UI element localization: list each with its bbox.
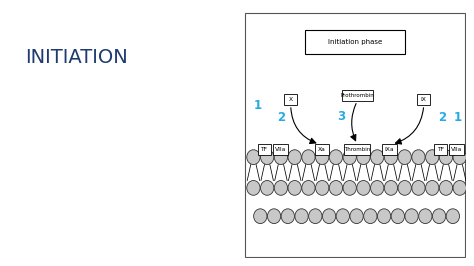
Circle shape xyxy=(350,209,363,223)
FancyBboxPatch shape xyxy=(305,30,405,54)
Circle shape xyxy=(432,209,446,223)
Circle shape xyxy=(398,150,411,164)
Circle shape xyxy=(274,150,288,164)
Text: Xa: Xa xyxy=(318,147,326,152)
FancyBboxPatch shape xyxy=(284,94,297,105)
Circle shape xyxy=(336,209,349,223)
Text: X: X xyxy=(289,97,293,102)
Text: · Tissue factor (TF) is the initiator: · Tissue factor (TF) is the initiator xyxy=(10,116,173,126)
Text: 2: 2 xyxy=(438,111,447,124)
Circle shape xyxy=(371,181,384,195)
Circle shape xyxy=(426,150,439,164)
Text: INITIATION: INITIATION xyxy=(25,48,128,67)
FancyBboxPatch shape xyxy=(417,94,430,105)
Text: VIIa: VIIa xyxy=(275,147,286,152)
Text: · Expressed only after an injury: · Expressed only after an injury xyxy=(10,246,163,256)
Circle shape xyxy=(261,181,274,195)
Circle shape xyxy=(426,181,439,195)
Circle shape xyxy=(446,209,459,223)
Text: · Hidden and membrane bound: · Hidden and membrane bound xyxy=(10,226,163,236)
Circle shape xyxy=(316,181,329,195)
Circle shape xyxy=(391,209,404,223)
Circle shape xyxy=(281,209,294,223)
Circle shape xyxy=(377,209,391,223)
Circle shape xyxy=(384,181,398,195)
Circle shape xyxy=(267,209,281,223)
Circle shape xyxy=(343,181,356,195)
Circle shape xyxy=(295,209,308,223)
Circle shape xyxy=(274,181,288,195)
Circle shape xyxy=(412,150,425,164)
Circle shape xyxy=(419,209,432,223)
Text: 1: 1 xyxy=(454,111,462,124)
FancyBboxPatch shape xyxy=(449,144,464,155)
FancyBboxPatch shape xyxy=(315,144,328,155)
Circle shape xyxy=(309,209,322,223)
FancyBboxPatch shape xyxy=(342,90,373,101)
Circle shape xyxy=(384,150,398,164)
Text: VIIa: VIIa xyxy=(451,147,462,152)
Circle shape xyxy=(316,150,329,164)
Circle shape xyxy=(329,150,343,164)
Circle shape xyxy=(453,150,466,164)
Circle shape xyxy=(247,150,260,164)
Circle shape xyxy=(322,209,336,223)
Circle shape xyxy=(405,209,418,223)
Circle shape xyxy=(261,150,274,164)
Circle shape xyxy=(371,150,384,164)
Text: IXa: IXa xyxy=(385,147,394,152)
Text: Initiation phase: Initiation phase xyxy=(328,39,382,45)
Text: TF: TF xyxy=(437,147,444,152)
Circle shape xyxy=(329,181,343,195)
Circle shape xyxy=(288,150,301,164)
Circle shape xyxy=(453,181,466,195)
Circle shape xyxy=(439,181,453,195)
Text: 3: 3 xyxy=(337,110,346,123)
Text: TF: TF xyxy=(261,147,268,152)
Circle shape xyxy=(247,181,260,195)
FancyBboxPatch shape xyxy=(273,144,288,155)
Circle shape xyxy=(412,181,425,195)
Text: Prothrombin: Prothrombin xyxy=(340,93,374,98)
Text: · Small amounts - macrophages,
     endothelial cells and platelets: · Small amounts - macrophages, endotheli… xyxy=(10,195,165,215)
FancyBboxPatch shape xyxy=(382,144,397,155)
Circle shape xyxy=(254,209,267,223)
Text: · TF-bearing cells - smooth muscle cells,
     fibroblasts in the subendothelial: · TF-bearing cells - smooth muscle cells… xyxy=(10,164,201,184)
FancyBboxPatch shape xyxy=(245,13,465,257)
FancyBboxPatch shape xyxy=(434,144,447,155)
Text: · TF Found in: · TF Found in xyxy=(10,139,73,149)
Text: Thrombin: Thrombin xyxy=(344,147,370,152)
Circle shape xyxy=(398,181,411,195)
Circle shape xyxy=(288,181,301,195)
Circle shape xyxy=(357,181,370,195)
Text: 1: 1 xyxy=(254,99,262,112)
Circle shape xyxy=(439,150,453,164)
Circle shape xyxy=(364,209,377,223)
Circle shape xyxy=(302,181,315,195)
Text: IX: IX xyxy=(421,97,427,102)
Text: 2: 2 xyxy=(277,111,285,124)
Circle shape xyxy=(343,150,356,164)
Circle shape xyxy=(357,150,370,164)
Circle shape xyxy=(302,150,315,164)
FancyBboxPatch shape xyxy=(257,144,271,155)
FancyBboxPatch shape xyxy=(344,144,371,155)
